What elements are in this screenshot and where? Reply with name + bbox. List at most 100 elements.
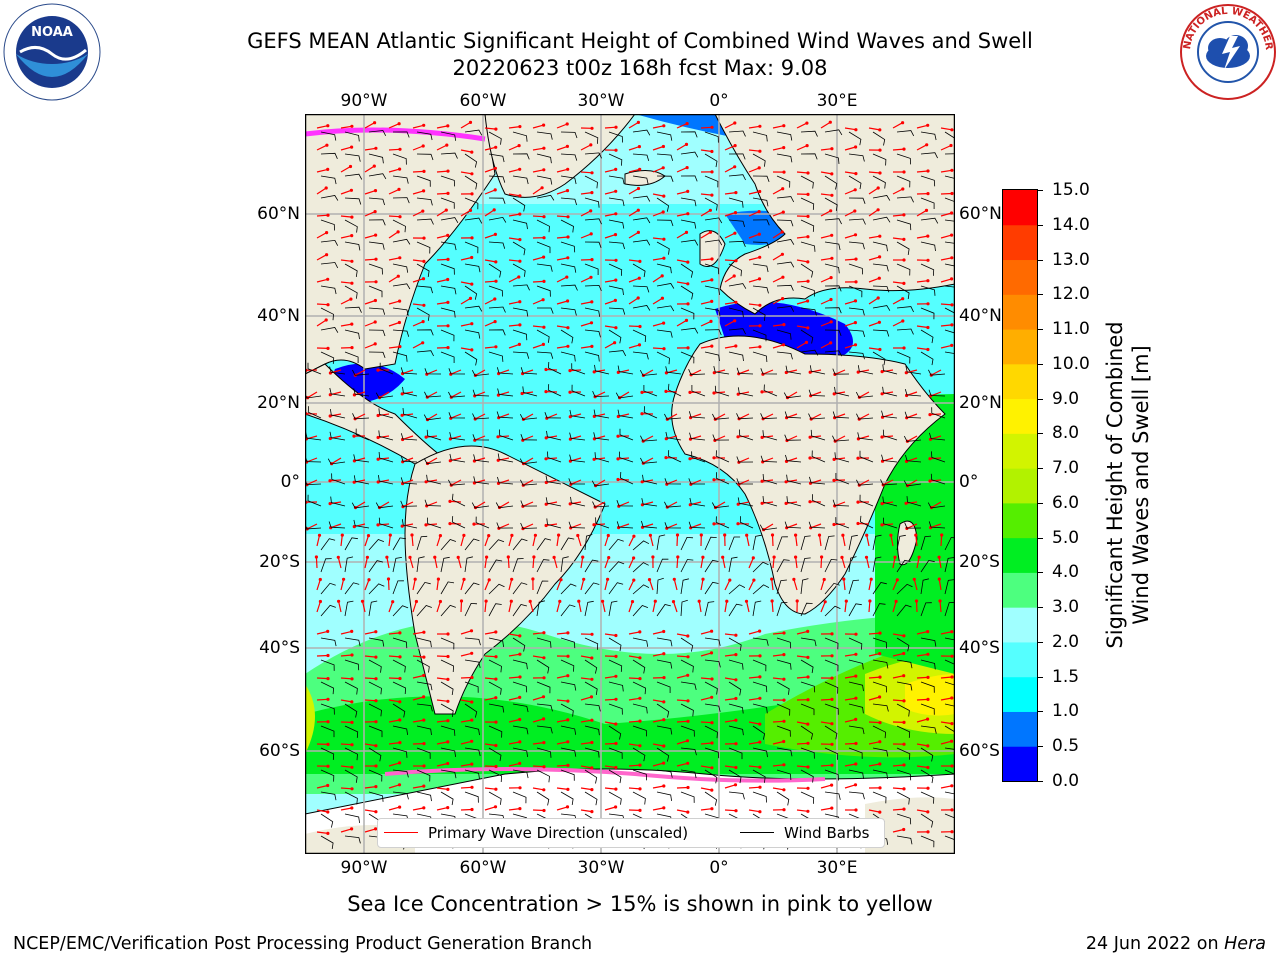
wave-direction-arrowhead: [854, 674, 858, 678]
wave-direction-arrowhead: [398, 700, 402, 704]
wind-barb: [656, 747, 670, 762]
wave-direction-arrow: [604, 279, 616, 283]
wind-barb: [714, 385, 730, 397]
wind-barb: [835, 517, 850, 529]
wave-direction-arrow: [508, 276, 520, 283]
wave-direction-arrow: [484, 189, 496, 195]
wave-direction-arrow: [907, 479, 918, 487]
wind-barb: [512, 131, 528, 142]
wave-direction-arrow: [796, 341, 807, 349]
map-panel[interactable]: [304, 113, 956, 855]
wind-barb: [656, 577, 664, 595]
wind-barb: [344, 285, 358, 299]
wave-direction-arrowhead: [493, 805, 498, 809]
wave-direction-arrowhead: [830, 193, 834, 197]
wave-direction-arrowhead: [542, 676, 546, 680]
wind-barb: [944, 557, 955, 573]
wind-barb: [488, 285, 503, 297]
wave-direction-arrowhead: [736, 522, 740, 526]
wave-direction-arrowhead: [494, 764, 498, 769]
wind-barb: [320, 351, 335, 364]
wave-direction-arrowhead: [638, 719, 642, 723]
wind-barb: [680, 536, 694, 551]
wave-direction-arrowhead: [780, 252, 784, 256]
wave-direction-arrowhead: [926, 279, 930, 283]
wave-direction-arrow: [772, 125, 784, 129]
wave-direction-arrow: [676, 231, 687, 239]
wave-direction-arrowhead: [542, 741, 546, 745]
wave-direction-arrowhead: [662, 700, 666, 704]
wave-direction-arrow: [916, 235, 928, 239]
wind-barb: [344, 556, 354, 573]
wave-direction-arrowhead: [950, 343, 954, 347]
wave-direction-arrowhead: [710, 807, 714, 811]
wind-barb: [584, 559, 599, 573]
wind-barb: [728, 174, 746, 181]
wave-direction-arrow: [844, 210, 856, 217]
wave-direction-arrow: [604, 126, 617, 129]
wind-barb: [584, 307, 601, 317]
wave-direction-arrowhead: [326, 124, 330, 128]
wave-direction-arrow: [580, 719, 592, 723]
wave-direction-arrow: [844, 742, 857, 745]
wind-barb: [872, 703, 889, 712]
wave-direction-arrow: [787, 391, 798, 399]
wave-direction-arrow: [412, 190, 424, 195]
wave-direction-arrowhead: [914, 599, 919, 603]
wave-direction-arrowhead: [386, 577, 391, 581]
wave-direction-arrowhead: [638, 744, 642, 748]
colorbar-tick-mark: [1037, 190, 1043, 191]
wave-direction-arrow: [772, 720, 785, 723]
wave-direction-arrowhead: [686, 719, 690, 723]
wind-barb: [560, 681, 577, 691]
wave-direction-arrow: [532, 215, 545, 218]
wind-barb: [784, 521, 802, 529]
wave-direction-arrowhead: [444, 208, 448, 212]
wave-direction-arrow: [484, 280, 497, 283]
wind-barb: [728, 659, 744, 670]
wave-direction-arrowhead: [398, 147, 402, 151]
wave-direction-arrow: [628, 655, 640, 659]
wind-barb: [392, 605, 409, 617]
wave-direction-arrowhead: [544, 390, 548, 394]
wave-direction-arrow: [484, 787, 496, 790]
wave-direction-arrowhead: [686, 302, 690, 306]
wave-direction-arrowhead: [830, 256, 834, 260]
wave-direction-arrow: [628, 146, 640, 151]
wind-barb: [704, 791, 718, 806]
wave-direction-arrow: [628, 677, 641, 680]
wave-direction-arrow: [316, 125, 328, 129]
wave-direction-arrowhead: [542, 717, 546, 721]
wave-direction-arrowhead: [710, 149, 714, 154]
wave-direction-arrow: [484, 765, 497, 768]
wave-direction-arrowhead: [506, 555, 510, 559]
wave-direction-arrowhead: [830, 654, 834, 658]
wave-direction-arrowhead: [518, 125, 522, 129]
wind-barb: [392, 197, 410, 204]
wind-barb: [352, 413, 370, 420]
wind-barb: [632, 217, 651, 224]
wave-direction-arrow: [402, 413, 414, 416]
wave-direction-arrow: [844, 300, 856, 305]
wave-direction-arrow: [866, 535, 870, 547]
wave-direction-arrowhead: [853, 343, 858, 347]
wave-direction-arrowhead: [950, 277, 954, 281]
wave-direction-arrowhead: [314, 555, 318, 559]
wind-barb: [872, 305, 891, 311]
wind-barb: [776, 351, 793, 360]
wave-direction-arrowhead: [542, 765, 546, 769]
wind-barb: [857, 432, 874, 441]
wind-barb: [776, 305, 795, 312]
wave-direction-arrowhead: [733, 121, 737, 125]
wind-barb: [351, 502, 370, 509]
wave-direction-arrow: [364, 631, 376, 635]
wave-direction-arrowhead: [758, 722, 762, 726]
wind-barb: [704, 197, 718, 211]
wind-barb: [752, 219, 770, 226]
wind-barb: [680, 197, 697, 207]
wave-direction-arrowhead: [782, 170, 786, 174]
wind-barb: [834, 386, 850, 397]
wave-direction-arrowhead: [758, 765, 762, 769]
wave-direction-arrowhead: [772, 555, 776, 559]
wave-direction-arrow: [508, 343, 520, 349]
